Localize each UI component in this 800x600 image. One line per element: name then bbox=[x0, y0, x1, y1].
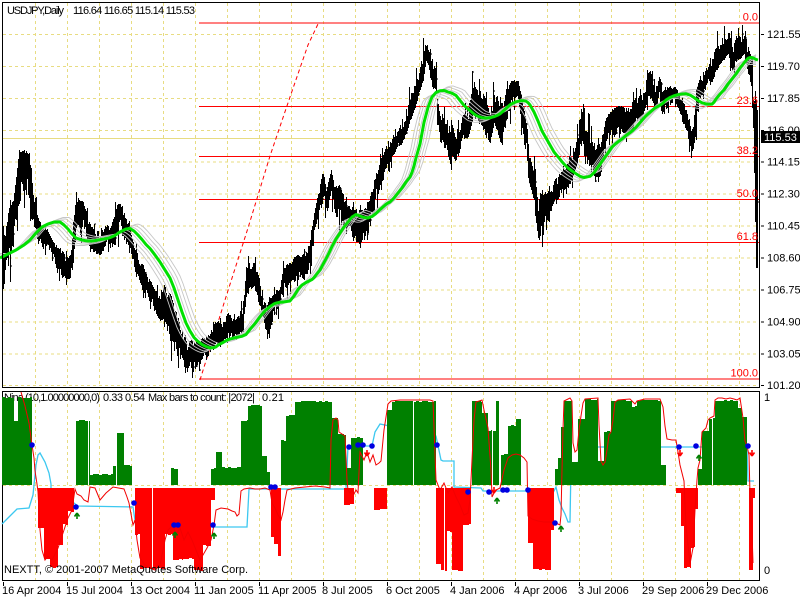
svg-text:112.30: 112.30 bbox=[767, 189, 800, 201]
svg-text:Max bars to count: |2072|: Max bars to count: |2072| bbox=[148, 392, 255, 404]
svg-text:115.53: 115.53 bbox=[764, 132, 797, 144]
svg-text:0.0: 0.0 bbox=[743, 12, 758, 24]
svg-text:11 Jan 2005: 11 Jan 2005 bbox=[194, 585, 254, 597]
svg-text:114.15: 114.15 bbox=[767, 157, 800, 169]
svg-text:29 Dec 2006: 29 Dec 2006 bbox=[706, 585, 768, 597]
svg-text:121.55: 121.55 bbox=[767, 29, 800, 41]
svg-text:4 Jan 2006: 4 Jan 2006 bbox=[450, 585, 504, 597]
svg-text:8 Jul 2005: 8 Jul 2005 bbox=[322, 585, 373, 597]
svg-text:3 Jul 2006: 3 Jul 2006 bbox=[578, 585, 629, 597]
svg-text:108.60: 108.60 bbox=[767, 253, 800, 265]
svg-text:103.05: 103.05 bbox=[767, 348, 800, 360]
svg-text:0.33 0.54: 0.33 0.54 bbox=[103, 392, 145, 404]
svg-text:15 Jul 2004: 15 Jul 2004 bbox=[66, 585, 123, 597]
svg-text:106.75: 106.75 bbox=[767, 284, 800, 296]
svg-text:29 Sep 2006: 29 Sep 2006 bbox=[642, 585, 704, 597]
svg-text:13 Oct 2004: 13 Oct 2004 bbox=[130, 585, 190, 597]
svg-text:USDJPY,Daily: USDJPY,Daily bbox=[7, 5, 65, 17]
svg-text:23.6: 23.6 bbox=[737, 95, 758, 107]
svg-text:0: 0 bbox=[764, 565, 770, 577]
svg-text:119.70: 119.70 bbox=[767, 61, 800, 73]
svg-text:116.64 116.65 115.14 115.53: 116.64 116.65 115.14 115.53 bbox=[73, 5, 195, 17]
svg-text:4 Apr 2006: 4 Apr 2006 bbox=[514, 585, 567, 597]
svg-text:NEXTT, © 2001-2007 MetaQuotes: NEXTT, © 2001-2007 MetaQuotes Software C… bbox=[4, 564, 248, 576]
svg-text:100.0: 100.0 bbox=[730, 368, 758, 380]
svg-text:38.2: 38.2 bbox=[737, 145, 758, 157]
svg-text:50.0: 50.0 bbox=[737, 188, 758, 200]
svg-text:104.90: 104.90 bbox=[767, 316, 800, 328]
svg-text:110.45: 110.45 bbox=[767, 221, 800, 233]
svg-text:61.8: 61.8 bbox=[737, 231, 758, 243]
svg-text:0.21: 0.21 bbox=[262, 392, 284, 404]
svg-text:16 Apr 2004: 16 Apr 2004 bbox=[2, 585, 61, 597]
svg-text:117.85: 117.85 bbox=[767, 93, 800, 105]
svg-text:11 Apr 2005: 11 Apr 2005 bbox=[258, 585, 317, 597]
svg-text:1: 1 bbox=[764, 392, 770, 404]
svg-text:6 Oct 2005: 6 Oct 2005 bbox=[386, 585, 440, 597]
svg-text:101.20: 101.20 bbox=[767, 380, 800, 392]
